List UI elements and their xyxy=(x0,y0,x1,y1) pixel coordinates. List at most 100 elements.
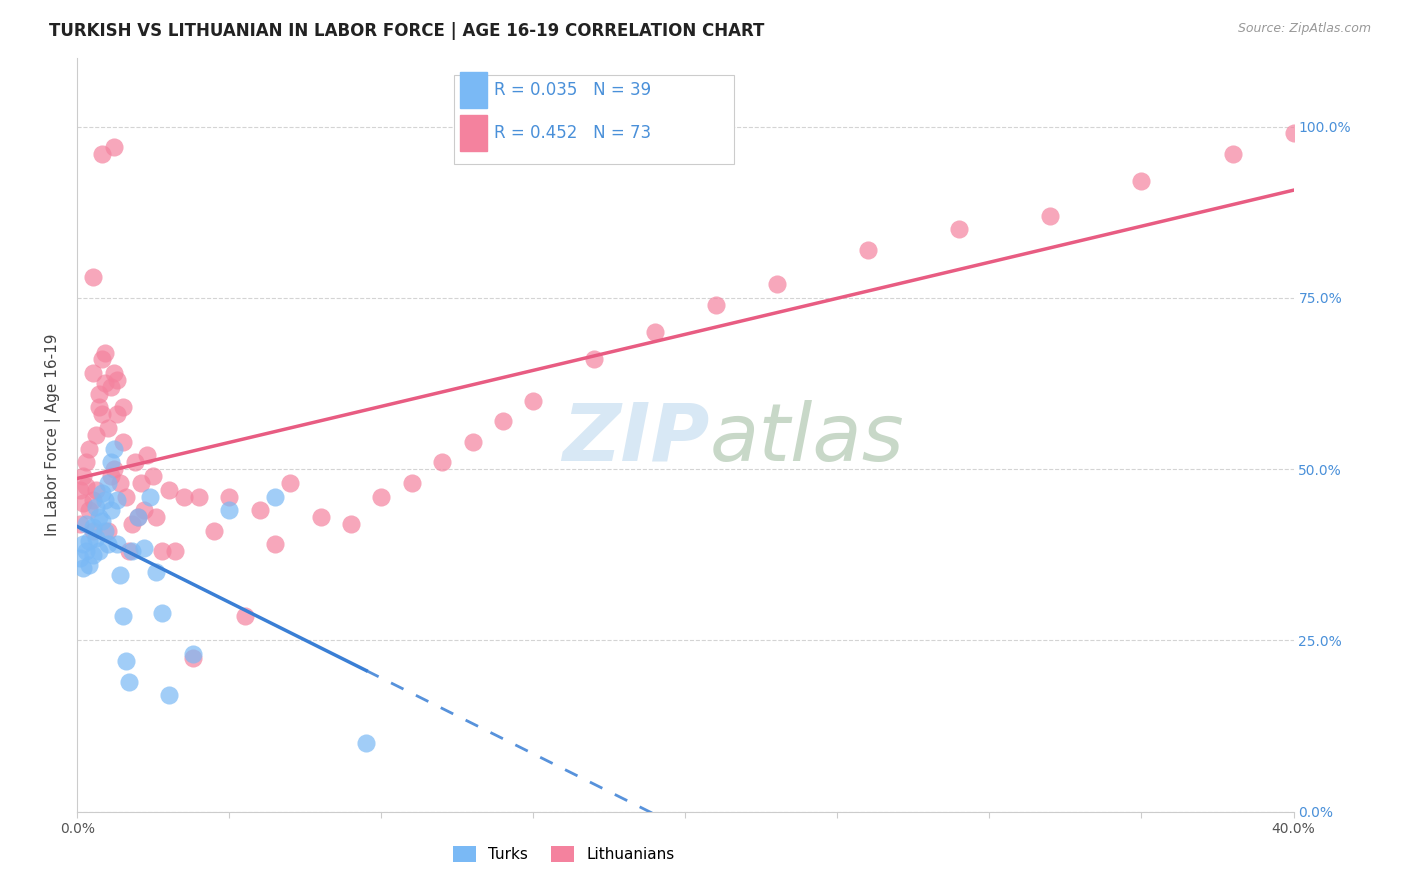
Point xyxy=(103,442,125,456)
Point xyxy=(948,222,970,236)
Point xyxy=(121,544,143,558)
Y-axis label: In Labor Force | Age 16-19: In Labor Force | Age 16-19 xyxy=(45,334,62,536)
Point xyxy=(87,386,110,401)
Text: R = 0.452   N = 73: R = 0.452 N = 73 xyxy=(495,124,651,142)
Point xyxy=(188,490,211,504)
Point xyxy=(100,469,122,483)
Point xyxy=(264,490,287,504)
Point xyxy=(100,503,122,517)
Point xyxy=(432,455,454,469)
Point xyxy=(202,524,225,538)
Point xyxy=(75,544,97,558)
Point xyxy=(93,376,115,391)
Point xyxy=(111,401,134,415)
Point xyxy=(111,434,134,449)
Point xyxy=(72,469,94,483)
Point xyxy=(108,568,131,582)
Point xyxy=(1282,127,1305,141)
Point xyxy=(124,455,146,469)
Point xyxy=(127,510,149,524)
Point xyxy=(93,492,115,507)
Point xyxy=(492,414,515,428)
Point xyxy=(173,490,195,504)
Point xyxy=(100,380,122,394)
Point xyxy=(103,140,125,154)
Point xyxy=(105,537,128,551)
Point xyxy=(118,544,141,558)
Point xyxy=(105,373,128,387)
Bar xyxy=(454,75,734,163)
Point xyxy=(69,551,91,566)
Point xyxy=(856,243,879,257)
Point xyxy=(72,561,94,575)
Point xyxy=(72,537,94,551)
Point xyxy=(79,558,101,572)
Point xyxy=(97,421,120,435)
Point xyxy=(69,483,91,497)
Text: TURKISH VS LITHUANIAN IN LABOR FORCE | AGE 16-19 CORRELATION CHART: TURKISH VS LITHUANIAN IN LABOR FORCE | A… xyxy=(49,22,765,40)
Point xyxy=(134,503,156,517)
Point xyxy=(97,524,120,538)
Point xyxy=(103,366,125,380)
Point xyxy=(401,475,423,490)
Point xyxy=(82,366,104,380)
Point xyxy=(105,407,128,421)
Point xyxy=(82,492,104,507)
Point xyxy=(90,486,112,500)
Point xyxy=(93,345,115,359)
Point xyxy=(278,475,301,490)
Point xyxy=(163,544,186,558)
Point xyxy=(249,503,271,517)
Point xyxy=(90,407,112,421)
Text: R = 0.035   N = 39: R = 0.035 N = 39 xyxy=(495,81,651,99)
Point xyxy=(84,427,107,442)
Point xyxy=(72,496,94,510)
Point xyxy=(108,475,131,490)
Point xyxy=(136,449,159,463)
Point xyxy=(233,609,256,624)
Point xyxy=(218,490,240,504)
Point xyxy=(82,524,104,538)
Point xyxy=(370,490,392,504)
Point xyxy=(100,455,122,469)
Point xyxy=(522,393,544,408)
Point xyxy=(79,503,101,517)
Point xyxy=(1039,209,1062,223)
Point xyxy=(145,565,167,579)
Point xyxy=(704,298,727,312)
Bar xyxy=(460,72,488,109)
Point xyxy=(340,516,363,531)
Point xyxy=(97,475,120,490)
Point xyxy=(90,514,112,528)
Point xyxy=(264,537,287,551)
Point xyxy=(111,609,134,624)
Point xyxy=(75,455,97,469)
Point xyxy=(82,548,104,562)
Point xyxy=(127,510,149,524)
Point xyxy=(87,510,110,524)
Point xyxy=(1222,147,1244,161)
Point xyxy=(181,647,204,661)
Point xyxy=(115,490,138,504)
Text: Source: ZipAtlas.com: Source: ZipAtlas.com xyxy=(1237,22,1371,36)
Point xyxy=(75,516,97,531)
Point xyxy=(129,475,152,490)
Point xyxy=(145,510,167,524)
Point xyxy=(82,520,104,534)
Point xyxy=(87,544,110,558)
Text: ZIP: ZIP xyxy=(562,400,710,477)
Point xyxy=(105,492,128,507)
Point xyxy=(103,462,125,476)
Point xyxy=(1130,174,1153,188)
Point xyxy=(115,654,138,668)
Bar xyxy=(460,114,488,151)
Point xyxy=(218,503,240,517)
Point xyxy=(134,541,156,555)
Text: atlas: atlas xyxy=(710,400,904,477)
Point xyxy=(118,674,141,689)
Point xyxy=(157,483,180,497)
Point xyxy=(87,401,110,415)
Point xyxy=(583,352,606,367)
Point xyxy=(121,516,143,531)
Point xyxy=(354,736,377,750)
